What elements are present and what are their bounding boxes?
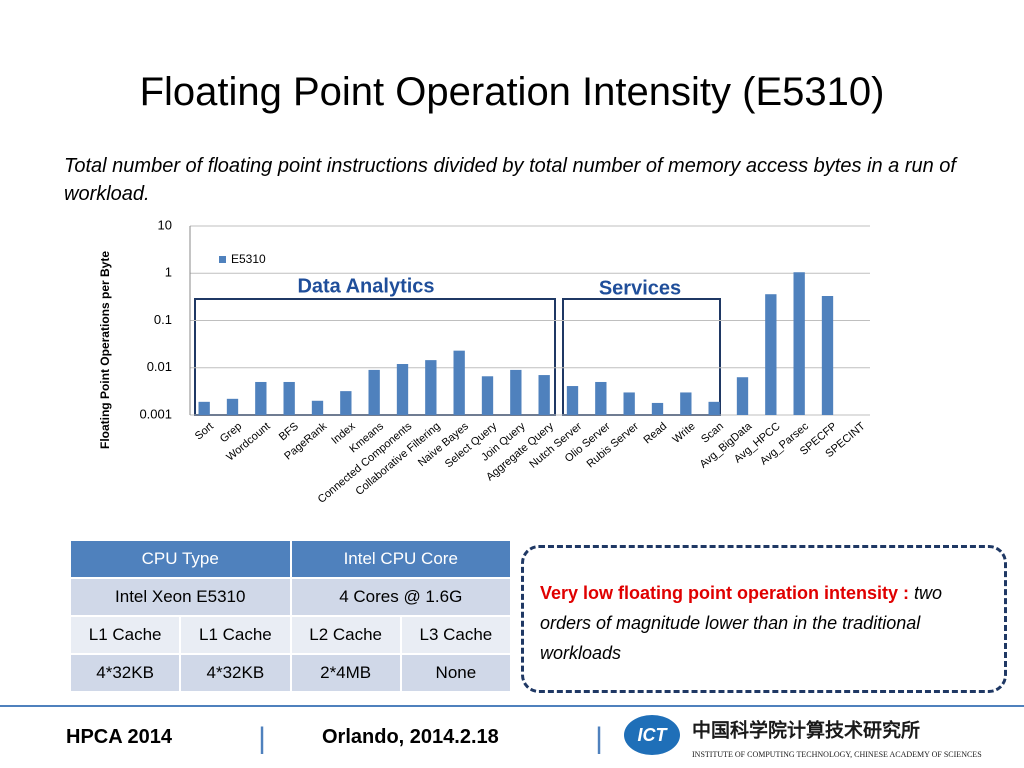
- y-tick-label: 0.01: [147, 359, 172, 374]
- bar: [425, 360, 437, 415]
- table-cell: L1 Cache: [68, 615, 182, 655]
- table-header: CPU Type: [69, 539, 292, 579]
- table-cell: 4*32KB: [68, 653, 182, 693]
- bar: [566, 386, 579, 415]
- cpu-table: CPU Type Intel CPU Core Intel Xeon E5310 4…: [68, 539, 513, 693]
- slide-title: Floating Point Operation Intensity (E531…: [139, 70, 885, 114]
- table-cell: Intel Xeon E5310: [69, 577, 292, 617]
- legend-swatch: [219, 256, 226, 263]
- x-tick-label: Write: [670, 420, 697, 446]
- logo-text: ICT: [638, 725, 669, 745]
- separator: |: [258, 722, 266, 755]
- bar: [283, 381, 295, 415]
- bar: [396, 364, 409, 415]
- y-tick-label: 1: [165, 265, 172, 280]
- bar: [510, 369, 522, 415]
- table-cell: L3 Cache: [399, 615, 513, 655]
- footer-location: Orlando, 2014.2.18: [322, 726, 499, 748]
- table-cell: 2*4MB: [289, 653, 402, 693]
- x-tick-label: Sort: [193, 420, 216, 442]
- bar: [255, 381, 267, 415]
- bar: [311, 400, 324, 415]
- bar: [340, 391, 352, 415]
- x-tick-label: Read: [641, 420, 669, 446]
- bar: [198, 401, 210, 415]
- bar: [736, 377, 749, 415]
- bar: [821, 296, 834, 415]
- y-tick-label: 0.1: [154, 312, 172, 327]
- separator: |: [595, 722, 603, 755]
- bar: [481, 376, 494, 415]
- group-box: [562, 298, 721, 416]
- legend-label: E5310: [231, 252, 266, 266]
- bar: [538, 375, 550, 415]
- logo: [624, 715, 680, 755]
- bar: [708, 401, 720, 415]
- table-cell: L1 Cache: [179, 615, 292, 655]
- footer-conference: HPCA 2014: [66, 726, 172, 748]
- table-cell: None: [399, 653, 513, 693]
- bar: [453, 350, 465, 415]
- bar: [793, 272, 805, 415]
- subtitle: Total number of floating point instructi…: [64, 155, 956, 205]
- bar: [765, 294, 777, 415]
- bar: [623, 392, 635, 415]
- y-axis-label: Floating Point Operations per Byte: [98, 251, 112, 449]
- annotation: Data Analytics: [297, 275, 434, 297]
- bar: [680, 392, 692, 415]
- note-highlight: Very low floating point operation intens…: [540, 583, 910, 603]
- note-box: Very low floating point operation intens…: [521, 545, 1007, 693]
- note-text: two orders of magnitude lower than in th…: [540, 583, 943, 663]
- table-cell: 4 Cores @ 1.6G: [289, 577, 512, 617]
- y-tick-label: 10: [158, 217, 172, 232]
- institute-cn: 中国科学院计算技术研究所: [692, 719, 920, 742]
- table-cell: L2 Cache: [289, 615, 402, 655]
- bar: [226, 398, 239, 415]
- bar: [595, 381, 607, 415]
- annotation: Services: [599, 277, 681, 299]
- bar: [651, 402, 664, 415]
- y-tick-label: 0.001: [139, 406, 172, 421]
- bar: [368, 369, 380, 415]
- table-header: Intel CPU Core: [289, 539, 512, 579]
- institute-en: INSTITUTE OF COMPUTING TECHNOLOGY, CHINE…: [692, 750, 982, 759]
- table-cell: 4*32KB: [179, 653, 292, 693]
